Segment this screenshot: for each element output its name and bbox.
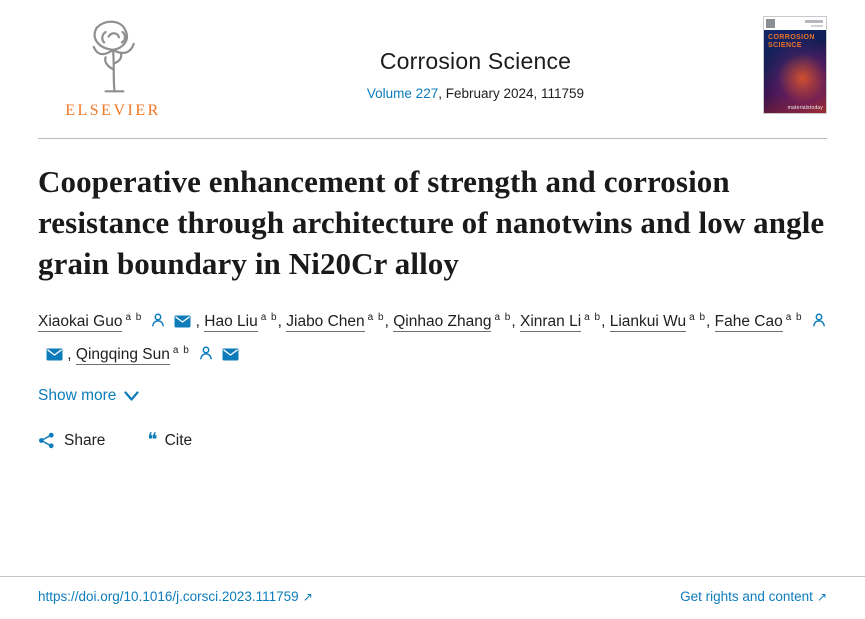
author-affiliation-sup: a b [172,344,190,356]
elsevier-logo[interactable]: ELSEVIER [38,14,188,120]
doi-text: https://doi.org/10.1016/j.corsci.2023.11… [38,589,299,604]
author: Fahe Cao a b , [38,311,827,363]
cover-title-line2: SCIENCE [768,42,802,50]
article-footer-bar: https://doi.org/10.1016/j.corsci.2023.11… [0,576,865,619]
author: Qinhao Zhang a b, [393,311,520,332]
author-profile-icon[interactable] [150,312,166,328]
author-affiliation-sup: a b [689,311,707,323]
author: Hao Liu a b, [204,311,287,332]
share-label: Share [64,431,106,449]
author-email-icon[interactable] [174,315,191,328]
author-separator: , [277,312,287,330]
author-separator: , [706,312,715,330]
author-separator: , [511,312,520,330]
author-separator: , [601,312,610,330]
author-affiliation-sup: a b [260,311,278,323]
chevron-down-icon [124,391,140,401]
cite-quote-icon: ❝ [147,429,157,452]
author-affiliation-sup: a b [494,311,512,323]
author: Jiabo Chen a b, [286,311,394,332]
journal-issue-line: Volume 227, February 2024, 111759 [188,86,763,101]
author-link[interactable]: Xiaokai Guo [38,312,123,332]
author-separator: , [384,312,394,330]
article-header-page: ELSEVIER Corrosion Science Volume 227, F… [38,0,827,450]
author-affiliation-sup: a b [125,311,143,323]
author-affiliation-sup: a b [785,311,803,323]
journal-info: Corrosion Science Volume 227, February 2… [188,14,763,101]
author-affiliation-sup: a b [367,311,385,323]
cover-title-line1: CORROSION [768,34,815,41]
cover-brand-text: materialstoday [787,105,823,111]
author-email-icon[interactable] [222,348,239,361]
elsevier-wordmark: ELSEVIER [65,102,161,119]
header-divider [38,138,827,139]
author-list: Xiaokai Guo a b , Hao Liu a b, Jiabo Chen a… [38,305,827,372]
author-link[interactable]: Hao Liu [204,312,258,332]
author-affiliation-sup: a b [584,311,602,323]
author: Xiaokai Guo a b , [38,311,205,332]
author-link[interactable]: Liankui Wu [609,312,687,332]
author-link[interactable]: Jiabo Chen [286,312,365,332]
volume-link[interactable]: Volume 227 [366,86,439,101]
cover-barcode-mark [811,25,823,27]
doi-link[interactable]: https://doi.org/10.1016/j.corsci.2023.11… [38,589,313,604]
external-link-icon: ↗ [302,590,313,604]
cover-barcode-mark [805,20,823,23]
journal-title[interactable]: Corrosion Science [379,48,572,74]
cover-artwork: CORROSION SCIENCE materialstoday [764,30,826,113]
article-title: Cooperative enhancement of strength and … [38,164,825,282]
rights-text: Get rights and content [680,589,813,604]
journal-cover-thumbnail[interactable]: CORROSION SCIENCE materialstoday [763,16,827,114]
author-profile-icon[interactable] [811,312,827,328]
author-email-icon[interactable] [46,348,63,361]
issue-rest-text: , February 2024, 111759 [438,86,585,101]
author-separator: , [191,312,205,330]
cite-label: Cite [164,431,193,449]
author: Qingqing Sun a b [75,344,239,365]
author-link[interactable]: Fahe Cao [714,312,783,332]
cover-top-strip [764,17,826,30]
author-profile-icon[interactable] [198,345,214,361]
share-button[interactable]: Share [38,432,105,450]
author: Xinran Li a b, [519,311,610,332]
author: Liankui Wu a b, [609,311,715,332]
elsevier-tree-icon [92,20,135,93]
external-link-icon: ↗ [816,590,827,604]
show-more-label: Show more [38,387,117,405]
author-separator: , [63,345,76,363]
share-icon [39,433,54,449]
author-link[interactable]: Qingqing Sun [75,345,170,365]
show-more-button[interactable]: Show more [38,387,140,405]
cover-journal-title: CORROSION SCIENCE [764,30,826,50]
author-link[interactable]: Xinran Li [519,312,582,332]
author-link[interactable]: Qinhao Zhang [393,312,492,332]
get-rights-link[interactable]: Get rights and content ↗ [680,589,827,604]
action-bar: Share ❝ Cite [38,431,827,450]
cite-button[interactable]: ❝ Cite [147,431,192,450]
journal-header: ELSEVIER Corrosion Science Volume 227, F… [38,0,827,134]
cover-art-glow [764,30,826,113]
cover-logo-mark [766,19,775,28]
